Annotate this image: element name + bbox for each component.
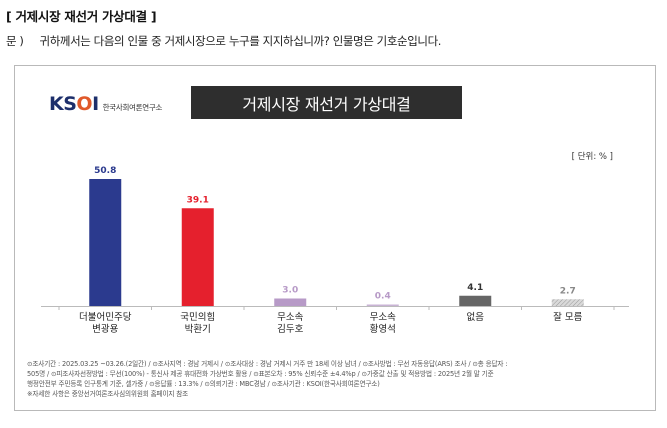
category-label: 잘 모름 [553, 311, 582, 323]
data-label: 3.0 [282, 286, 298, 296]
data-label: 50.8 [94, 166, 116, 176]
question-label: 문 ) [6, 34, 24, 48]
logo-subtitle: 한국사회여론연구소 [102, 102, 163, 112]
category-label: 없음 [467, 311, 485, 323]
category-label: 국민의힘 [180, 312, 215, 323]
data-label: 39.1 [187, 195, 209, 205]
data-label: 2.7 [560, 286, 576, 296]
survey-footnote: ⊙조사기간 : 2025.03.25 ~03.26.(2일간) / ⊙조사지역 … [27, 359, 647, 399]
chart-card: KSOI 한국사회여론연구소 거제시장 재선거 가상대결 [ 단위: % ] 5… [14, 65, 656, 411]
page-heading: [ 거제시장 재선거 가상대결 ] [6, 9, 157, 24]
bar [181, 208, 214, 306]
footnote-line: ⊙조사기간 : 2025.03.25 ~03.26.(2일간) / ⊙조사지역 … [27, 360, 508, 368]
bar-chart: 50.8더불어민주당변광용39.1국민의힘박환기3.0무소속김두호0.4무소속황… [41, 166, 629, 335]
logo-wordmark: KSOI [49, 93, 99, 115]
unit-label: [ 단위: % ] [571, 152, 613, 162]
bar [89, 179, 122, 306]
question-text: 귀하께서는 다음의 인물 중 거제시장으로 누구를 지지하십니까? 인물명은 기… [39, 34, 442, 48]
ksoi-logo: KSOI 한국사회여론연구소 [49, 93, 162, 115]
category-label: 무소속 [277, 312, 303, 323]
data-label: 4.1 [467, 283, 483, 293]
footnote-line: 행정안전부 주민등록 인구통계 기준, 셀가중 / ⊙응답률 : 13.3% /… [27, 380, 380, 388]
category-label: 박환기 [185, 323, 211, 335]
category-label: 황영석 [370, 324, 396, 335]
footnote-line: 505명 / ⊙피조사자선정방법 : 무선(100%) - 통신사 제공 휴대전… [27, 370, 494, 378]
bar [366, 304, 399, 306]
footnote-line: ※자세한 사항은 중앙선거여론조사심의위원회 홈페이지 참조 [27, 390, 189, 398]
category-label: 변광용 [92, 323, 118, 335]
question-line: 문 ) 귀하께서는 다음의 인물 중 거제시장으로 누구를 지지하십니까? 인물명… [6, 33, 441, 49]
data-label: 0.4 [375, 292, 391, 302]
bar [551, 299, 584, 306]
bar [274, 298, 307, 306]
category-label: 김두호 [277, 323, 303, 335]
chart-title: 거제시장 재선거 가상대결 [191, 86, 462, 119]
category-label: 무소속 [370, 312, 396, 323]
bar [459, 295, 492, 306]
category-label: 더불어민주당 [79, 312, 132, 323]
